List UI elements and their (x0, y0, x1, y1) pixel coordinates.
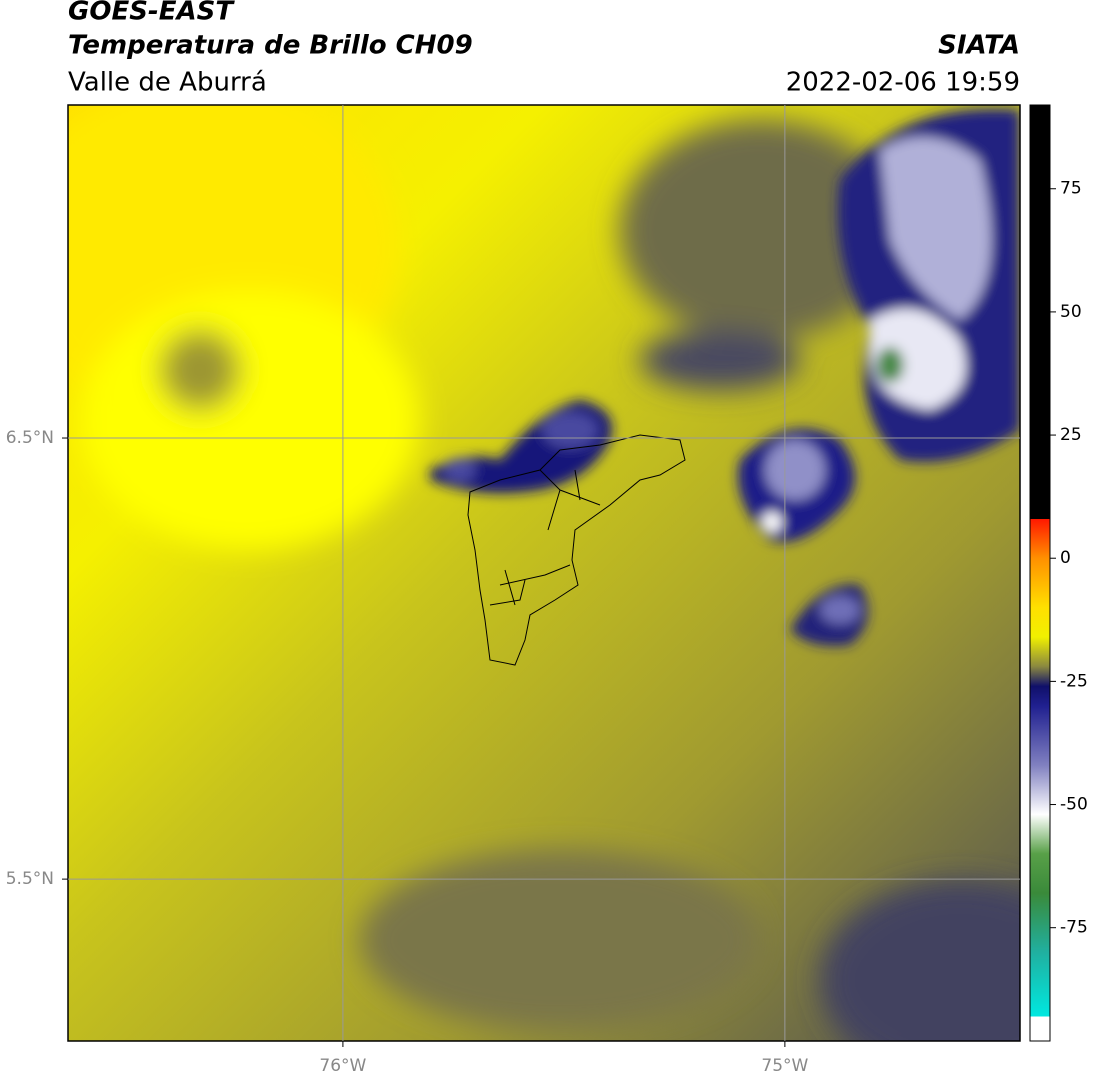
map-frame (67, 104, 1021, 1042)
subtitle: Temperatura de Brillo CH09 (68, 31, 473, 61)
datetime: 2022-02-06 19:59 (786, 68, 1020, 98)
x-tick-label: 75°W (761, 1056, 808, 1076)
colorbar-tick-label: 75 (1060, 179, 1082, 199)
y-tick-label: 6.5°N (6, 428, 54, 448)
satellite-image (68, 105, 1020, 1041)
title: GOES-EAST (68, 0, 235, 27)
x-tick-label: 76°W (319, 1056, 366, 1076)
colorbar-tick-label: 50 (1060, 302, 1082, 322)
valley-boundary (467, 434, 686, 666)
colorbar-tick-label: 25 (1060, 425, 1082, 445)
colorbar (1029, 104, 1051, 1042)
colorbar-tick-label: -25 (1060, 671, 1088, 691)
region: Valle de Aburrá (68, 68, 267, 98)
colorbar-tick-label: 0 (1060, 548, 1071, 568)
colorbar-tick-label: -75 (1060, 918, 1088, 938)
source: SIATA (938, 31, 1020, 61)
y-tick-label: 5.5°N (6, 869, 54, 889)
colorbar-tick-label: -50 (1060, 795, 1088, 815)
